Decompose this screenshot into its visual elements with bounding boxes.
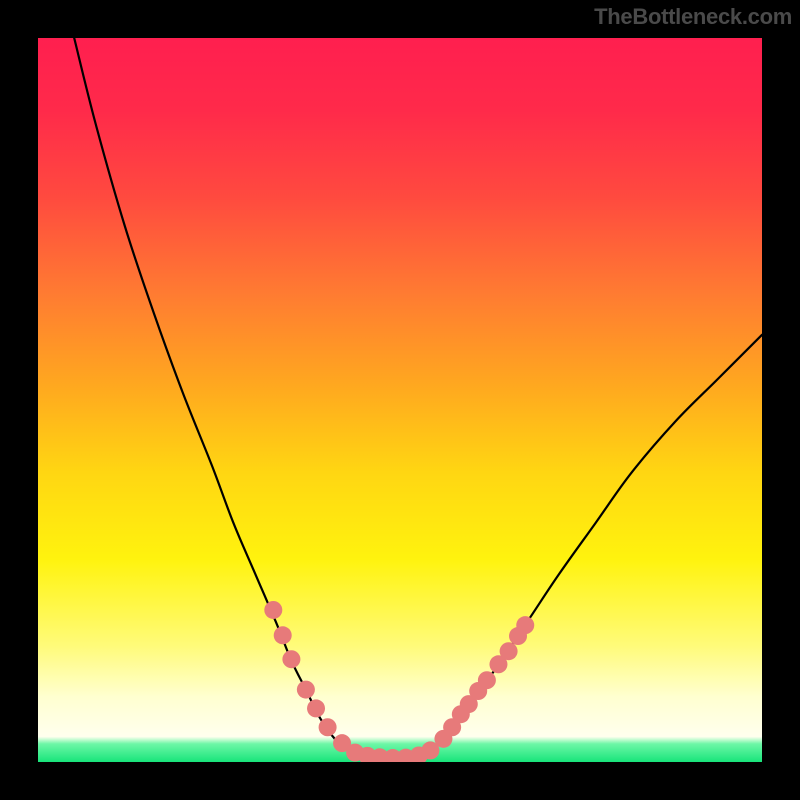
chart-plot-background [38, 38, 762, 762]
marker-point [516, 616, 534, 634]
chart-container: TheBottleneck.com [0, 0, 800, 800]
marker-point [282, 650, 300, 668]
marker-point [264, 601, 282, 619]
marker-point [274, 626, 292, 644]
marker-point [307, 699, 325, 717]
watermark-text: TheBottleneck.com [594, 4, 792, 30]
marker-point [500, 642, 518, 660]
marker-point [478, 671, 496, 689]
marker-point [319, 718, 337, 736]
bottleneck-chart-svg [0, 0, 800, 800]
marker-point [297, 681, 315, 699]
